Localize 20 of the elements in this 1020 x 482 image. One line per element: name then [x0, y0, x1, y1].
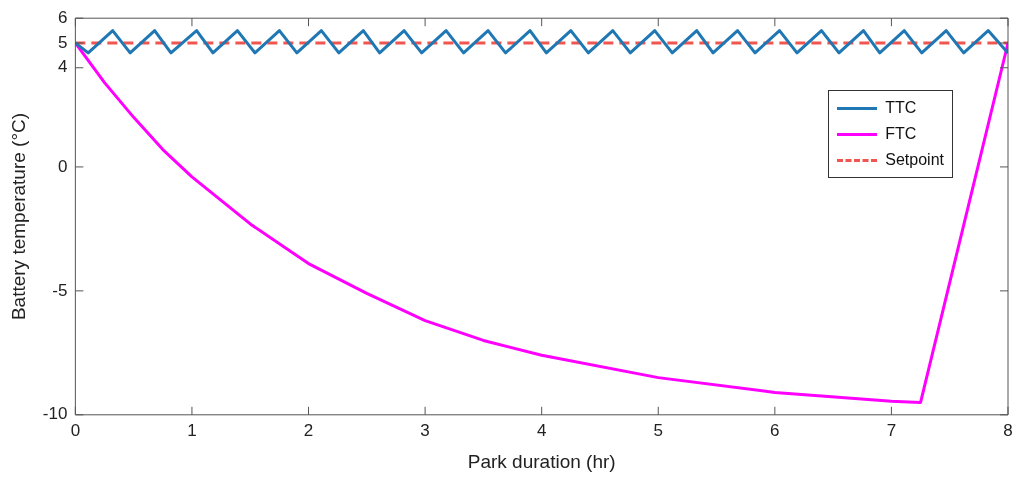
x-tick-label: 6 [770, 420, 780, 440]
legend-label: TTC [885, 99, 917, 118]
legend-label: FTC [885, 125, 917, 144]
x-tick-label: 2 [303, 420, 314, 440]
y-tick-label: 6 [57, 7, 68, 27]
x-tick-label: 7 [886, 420, 897, 440]
x-tick-label: 4 [536, 420, 547, 440]
x-tick-label: 1 [187, 420, 197, 440]
x-tick-label: 3 [420, 420, 430, 440]
y-axis-title: Battery temperature (°C) [7, 112, 29, 321]
x-tick-label: 8 [1003, 420, 1013, 440]
x-axis-title: Park duration (hr) [467, 450, 616, 472]
x-tick-label: 5 [653, 420, 663, 440]
y-tick-label: 4 [57, 57, 68, 77]
x-tick-label: 0 [70, 420, 81, 440]
y-tick-label: 0 [57, 156, 68, 176]
legend-label: Setpoint [885, 151, 944, 170]
y-tick-label: 5 [57, 32, 68, 52]
y-tick-label: -5 [52, 280, 68, 300]
y-tick-label: -10 [42, 404, 68, 424]
